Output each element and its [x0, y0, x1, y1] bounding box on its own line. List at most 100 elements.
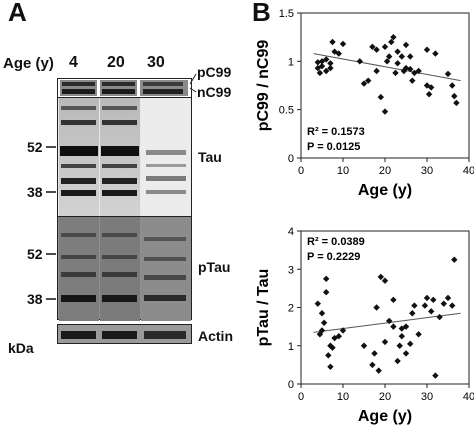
top-xlabel: Age (y) — [358, 182, 412, 199]
top-data-point — [428, 84, 435, 91]
top-data-point — [327, 64, 334, 72]
bottom-data-point — [396, 342, 403, 349]
bottom-data-point — [369, 361, 376, 369]
top-data-point — [381, 108, 389, 115]
bottom-data-point — [323, 275, 330, 283]
top-data-point — [360, 80, 368, 87]
top-data-point — [394, 48, 401, 55]
top-data-point — [377, 93, 384, 101]
top-plot-frame — [300, 12, 470, 159]
top-data-point — [415, 67, 422, 75]
bottom-data-point — [381, 338, 389, 346]
c99-pointer-lines — [189, 73, 197, 93]
top-data-point — [394, 60, 401, 67]
top-data-point — [423, 46, 431, 53]
actin-label: Actin — [198, 328, 233, 344]
panel-a-letter: A — [8, 0, 27, 27]
top-data-point — [373, 46, 380, 53]
top-data-point — [407, 65, 414, 73]
bottom-data-point — [327, 342, 334, 349]
blot-ptau — [57, 216, 192, 321]
bottom-data-point — [390, 323, 397, 330]
bottom-p-annotation: P = 0.2229 — [307, 251, 360, 263]
top-xtick-label: 20 — [379, 165, 391, 177]
bottom-ytick-label: 2 — [288, 303, 294, 315]
top-data-point — [314, 64, 321, 72]
bottom-data-point — [440, 300, 447, 307]
bottom-ylabel: pTau / Tau — [255, 269, 272, 347]
nc99-label: nC99 — [197, 84, 232, 100]
top-data-point — [398, 53, 405, 60]
bottom-xtick-label: 10 — [337, 391, 349, 403]
top-data-point — [400, 67, 408, 75]
panel-b-letter: B — [252, 0, 271, 27]
top-data-point — [423, 82, 431, 89]
top-data-point — [331, 48, 338, 55]
bottom-data-point — [402, 350, 410, 357]
blot-actin-art — [61, 331, 186, 339]
bottom-data-point — [407, 340, 414, 348]
bottom-data-point — [371, 350, 378, 357]
bottom-data-point — [373, 304, 380, 311]
bottom-data-point — [432, 372, 439, 379]
top-xtick-label: 10 — [337, 165, 349, 177]
bottom-ytick-label: 1 — [288, 341, 294, 353]
marker-38-ptau: 38 — [27, 291, 43, 307]
top-ytick-label: 0 — [288, 153, 294, 165]
top-data-point — [432, 50, 439, 57]
top-xtick-label: 40 — [463, 165, 474, 177]
bottom-ytick-label: 3 — [288, 264, 294, 276]
bottom-data-point — [331, 334, 338, 342]
bottom-ytick-label: 4 — [288, 226, 294, 238]
bottom-data-point — [444, 294, 452, 302]
bottom-data-point — [402, 323, 410, 330]
top-data-point — [323, 56, 330, 63]
bottom-xtick-label: 40 — [463, 391, 474, 403]
kda-label: kDa — [8, 340, 34, 356]
bottom-data-point — [325, 352, 332, 359]
bottom-data-point — [316, 331, 324, 338]
top-data-point — [316, 69, 324, 77]
top-data-point — [392, 69, 399, 77]
top-xtick-label: 0 — [298, 165, 304, 177]
bottom-data-point — [323, 289, 330, 296]
bottom-data-point — [449, 302, 456, 309]
top-r2-annotation: R² = 0.1573 — [307, 126, 365, 138]
pc99-label: pC99 — [197, 64, 232, 80]
top-data-point — [386, 53, 393, 60]
ptau-label: pTau — [198, 259, 231, 275]
top-data-point — [327, 60, 334, 67]
bottom-data-point — [377, 273, 384, 281]
top-data-point — [409, 77, 416, 84]
top-ytick-label: 1.5 — [279, 8, 294, 20]
bottom-data-point — [329, 344, 336, 351]
bottom-data-point — [375, 367, 382, 374]
top-trendline — [313, 53, 461, 82]
top-data-point — [339, 40, 347, 48]
lane-header-4: 4 — [69, 54, 78, 71]
marker-52-ptau: 52 — [27, 246, 43, 262]
top-data-point — [323, 67, 330, 75]
top-data-point — [381, 43, 389, 51]
top-p-annotation: P = 0.0125 — [307, 141, 360, 153]
top-data-point — [453, 99, 460, 107]
top-data-point — [329, 38, 336, 46]
bottom-data-point — [423, 294, 431, 302]
blot-tau-art — [59, 98, 191, 218]
top-data-point — [407, 53, 414, 60]
bottom-xtick-label: 30 — [421, 391, 433, 403]
blot-actin — [57, 324, 192, 344]
lane-header-20: 20 — [107, 54, 125, 71]
age-label: Age (y) — [3, 55, 54, 72]
top-data-point — [411, 69, 418, 77]
bottom-xtick-label: 0 — [298, 391, 304, 403]
top-data-point — [369, 43, 376, 51]
top-data-point — [318, 58, 326, 65]
top-data-point — [402, 64, 410, 72]
lane-header-30: 30 — [147, 54, 165, 71]
top-data-point — [388, 38, 395, 46]
top-data-point — [449, 82, 456, 89]
top-ylabel: pC99 / nC99 — [255, 40, 272, 132]
bottom-data-point — [339, 327, 347, 334]
bottom-data-point — [428, 308, 435, 315]
